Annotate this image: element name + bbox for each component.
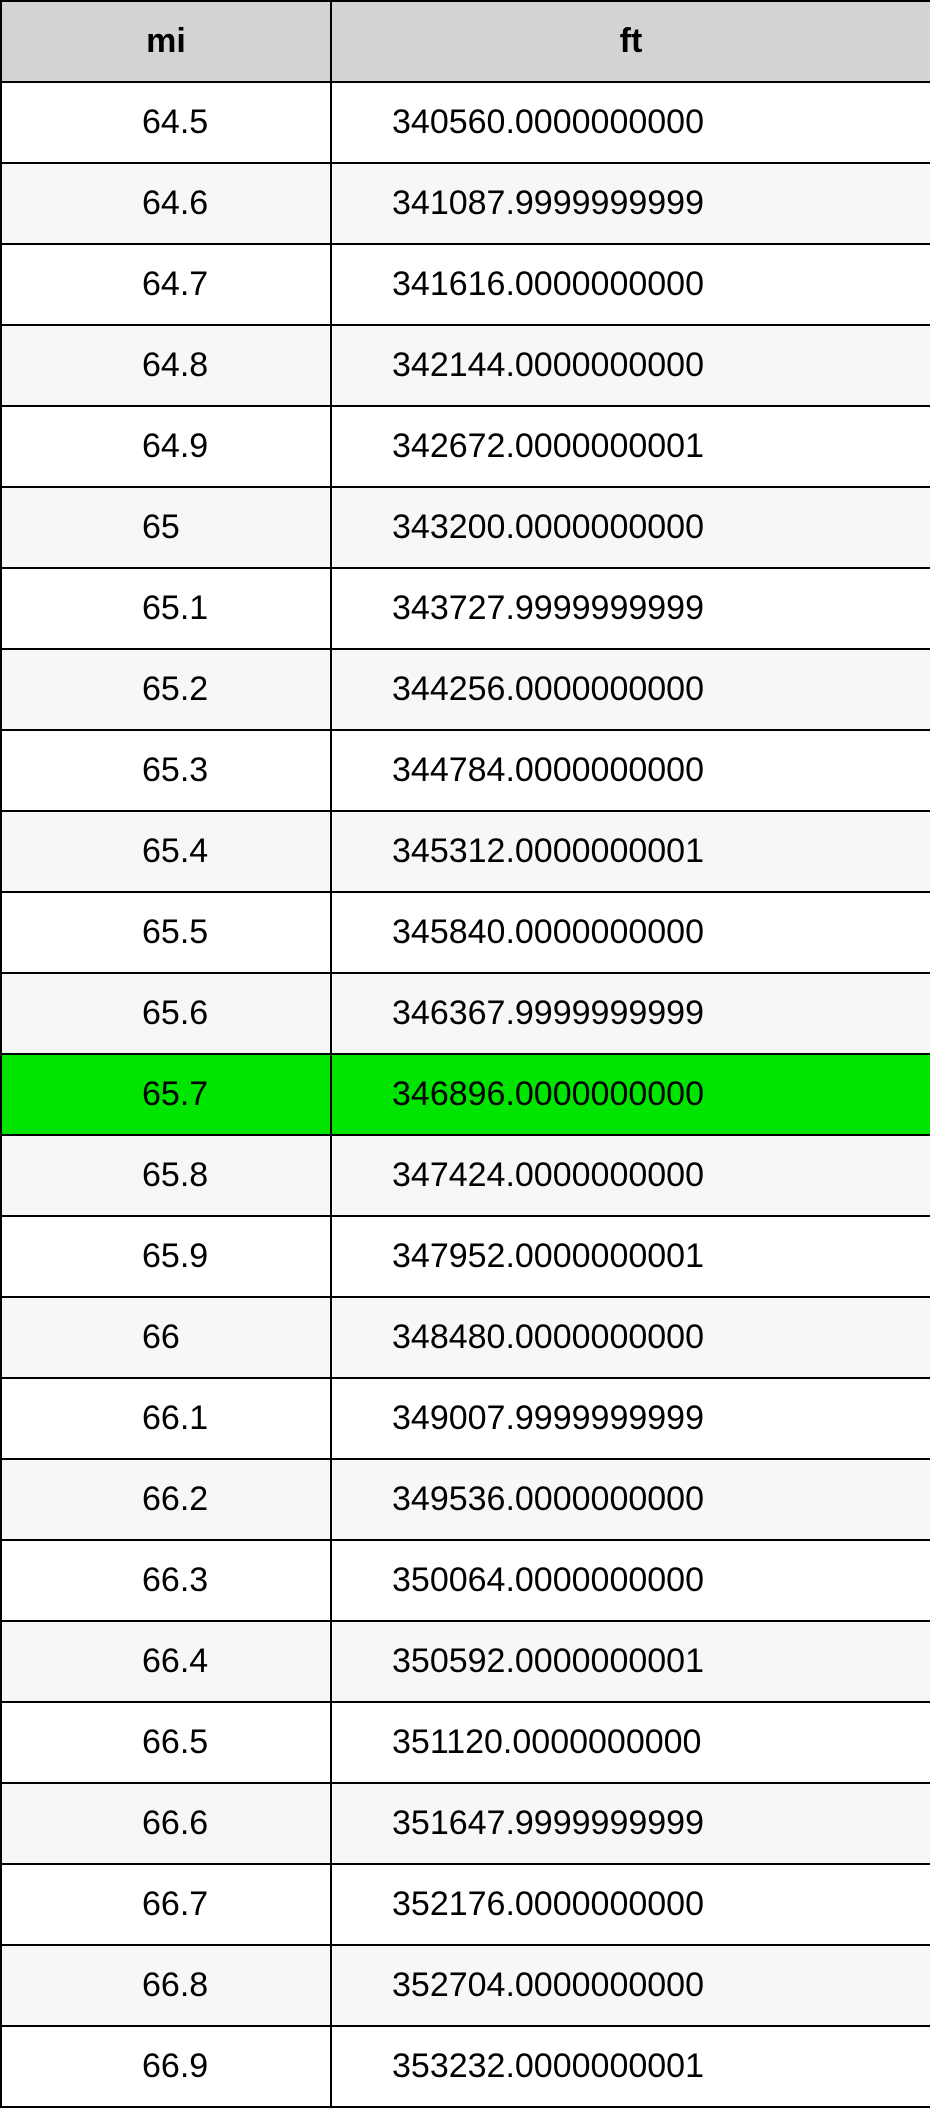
mi-cell: 64.8 — [1, 325, 331, 406]
table-row: 66.9353232.0000000001 — [1, 2026, 930, 2107]
mi-cell: 66.2 — [1, 1459, 331, 1540]
ft-cell: 350592.0000000001 — [331, 1621, 930, 1702]
ft-cell: 344784.0000000000 — [331, 730, 930, 811]
ft-cell: 350064.0000000000 — [331, 1540, 930, 1621]
table-row: 65.9347952.0000000001 — [1, 1216, 930, 1297]
mi-cell: 65.6 — [1, 973, 331, 1054]
ft-cell: 352704.0000000000 — [331, 1945, 930, 2026]
table-row: 64.9342672.0000000001 — [1, 406, 930, 487]
column-header-mi: mi — [1, 1, 331, 82]
mi-cell: 65.2 — [1, 649, 331, 730]
mi-cell: 66.4 — [1, 1621, 331, 1702]
ft-cell: 349536.0000000000 — [331, 1459, 930, 1540]
mi-cell: 65.4 — [1, 811, 331, 892]
ft-cell: 348480.0000000000 — [331, 1297, 930, 1378]
mi-cell: 64.5 — [1, 82, 331, 163]
table-row: 66.1349007.9999999999 — [1, 1378, 930, 1459]
mi-cell: 66.7 — [1, 1864, 331, 1945]
ft-cell: 341087.9999999999 — [331, 163, 930, 244]
table-row: 65.2344256.0000000000 — [1, 649, 930, 730]
table-row: 66.3350064.0000000000 — [1, 1540, 930, 1621]
ft-cell: 345312.0000000001 — [331, 811, 930, 892]
ft-cell: 345840.0000000000 — [331, 892, 930, 973]
ft-cell: 343200.0000000000 — [331, 487, 930, 568]
mi-cell: 65.9 — [1, 1216, 331, 1297]
ft-cell: 347424.0000000000 — [331, 1135, 930, 1216]
mi-cell: 65.5 — [1, 892, 331, 973]
ft-cell: 343727.9999999999 — [331, 568, 930, 649]
table-row: 66.2349536.0000000000 — [1, 1459, 930, 1540]
mi-cell: 66.1 — [1, 1378, 331, 1459]
ft-cell: 341616.0000000000 — [331, 244, 930, 325]
ft-cell: 340560.0000000000 — [331, 82, 930, 163]
table-row: 64.7341616.0000000000 — [1, 244, 930, 325]
table-header-row: mi ft — [1, 1, 930, 82]
column-header-ft: ft — [331, 1, 930, 82]
mi-cell: 66.9 — [1, 2026, 331, 2107]
mi-cell: 66.5 — [1, 1702, 331, 1783]
ft-cell: 346367.9999999999 — [331, 973, 930, 1054]
table-row: 66.4350592.0000000001 — [1, 1621, 930, 1702]
table-row: 64.6341087.9999999999 — [1, 163, 930, 244]
mi-cell: 66.8 — [1, 1945, 331, 2026]
ft-cell: 342144.0000000000 — [331, 325, 930, 406]
table-row: 66.6351647.9999999999 — [1, 1783, 930, 1864]
mi-cell: 65.1 — [1, 568, 331, 649]
mi-cell: 64.9 — [1, 406, 331, 487]
ft-cell: 351120.0000000000 — [331, 1702, 930, 1783]
table-row: 65.4345312.0000000001 — [1, 811, 930, 892]
table-row: 65.1343727.9999999999 — [1, 568, 930, 649]
mi-cell: 65 — [1, 487, 331, 568]
table-row: 64.5340560.0000000000 — [1, 82, 930, 163]
mi-cell: 65.3 — [1, 730, 331, 811]
mi-cell: 66.6 — [1, 1783, 331, 1864]
ft-cell: 342672.0000000001 — [331, 406, 930, 487]
table-row: 66.8352704.0000000000 — [1, 1945, 930, 2026]
table-row: 66.5351120.0000000000 — [1, 1702, 930, 1783]
conversion-table: mi ft 64.5340560.000000000064.6341087.99… — [0, 0, 930, 2108]
mi-cell: 65.8 — [1, 1135, 331, 1216]
table-row: 66.7352176.0000000000 — [1, 1864, 930, 1945]
table-row: 64.8342144.0000000000 — [1, 325, 930, 406]
conversion-table-container: mi ft 64.5340560.000000000064.6341087.99… — [0, 0, 930, 2108]
table-row: 65.8347424.0000000000 — [1, 1135, 930, 1216]
mi-cell: 64.7 — [1, 244, 331, 325]
table-row: 65343200.0000000000 — [1, 487, 930, 568]
ft-cell: 346896.0000000000 — [331, 1054, 930, 1135]
ft-cell: 347952.0000000001 — [331, 1216, 930, 1297]
table-row: 65.5345840.0000000000 — [1, 892, 930, 973]
table-row: 65.6346367.9999999999 — [1, 973, 930, 1054]
mi-cell: 66.3 — [1, 1540, 331, 1621]
table-row: 65.7346896.0000000000 — [1, 1054, 930, 1135]
ft-cell: 351647.9999999999 — [331, 1783, 930, 1864]
table-body: 64.5340560.000000000064.6341087.99999999… — [1, 82, 930, 2107]
ft-cell: 352176.0000000000 — [331, 1864, 930, 1945]
ft-cell: 353232.0000000001 — [331, 2026, 930, 2107]
ft-cell: 349007.9999999999 — [331, 1378, 930, 1459]
table-row: 66348480.0000000000 — [1, 1297, 930, 1378]
mi-cell: 65.7 — [1, 1054, 331, 1135]
ft-cell: 344256.0000000000 — [331, 649, 930, 730]
table-row: 65.3344784.0000000000 — [1, 730, 930, 811]
mi-cell: 64.6 — [1, 163, 331, 244]
mi-cell: 66 — [1, 1297, 331, 1378]
